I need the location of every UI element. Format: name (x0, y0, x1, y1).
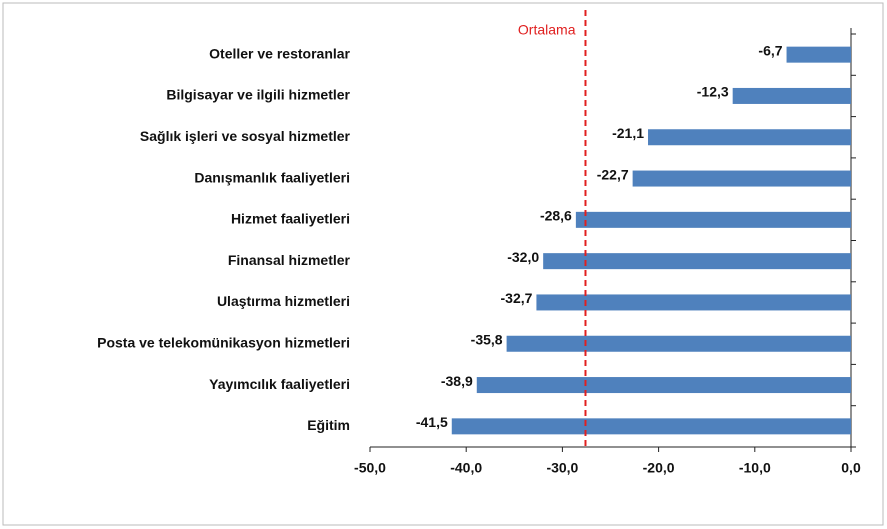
bar (543, 253, 851, 270)
bar (451, 418, 851, 435)
y-tick-label: Danışmanlık faaliyetleri (194, 169, 350, 185)
x-tick-label: -20,0 (643, 460, 675, 476)
value-label: -32,0 (507, 249, 539, 265)
value-label: -21,1 (612, 125, 644, 141)
value-label: -28,6 (540, 208, 572, 224)
y-tick-label: Posta ve telekomünikasyon hizmetleri (97, 334, 350, 350)
value-label: -6,7 (758, 42, 782, 58)
y-tick-label: Finansal hizmetler (228, 252, 351, 268)
bar (536, 294, 851, 311)
bar (648, 129, 851, 146)
y-tick-label: Bilgisayar ve ilgili hizmetler (166, 87, 350, 103)
x-tick-label: -50,0 (354, 460, 386, 476)
y-tick-label: Oteller ve restoranlar (209, 45, 350, 61)
value-label: -32,7 (501, 290, 533, 306)
y-tick-label: Eğitim (307, 417, 350, 433)
value-label: -38,9 (441, 373, 473, 389)
y-tick-label: Hizmet faaliyetleri (231, 211, 350, 227)
value-label: -35,8 (471, 331, 503, 347)
bar (732, 87, 851, 104)
reference-label: Ortalama (518, 22, 576, 38)
y-tick-label: Ulaştırma hizmetleri (217, 293, 350, 309)
value-label: -12,3 (697, 84, 729, 100)
y-tick-label: Yayımcılık faaliyetleri (209, 376, 350, 392)
x-tick-label: -10,0 (739, 460, 771, 476)
x-tick-label: -40,0 (450, 460, 482, 476)
bar (506, 335, 851, 352)
x-tick-label: 0,0 (841, 460, 861, 476)
value-label: -22,7 (597, 166, 629, 182)
bar (476, 377, 851, 394)
bar (575, 211, 851, 228)
value-label: -41,5 (416, 414, 448, 430)
bar (632, 170, 851, 187)
y-tick-label: Sağlık işleri ve sosyal hizmetler (140, 128, 351, 144)
x-tick-label: -30,0 (546, 460, 578, 476)
bar (786, 46, 851, 63)
